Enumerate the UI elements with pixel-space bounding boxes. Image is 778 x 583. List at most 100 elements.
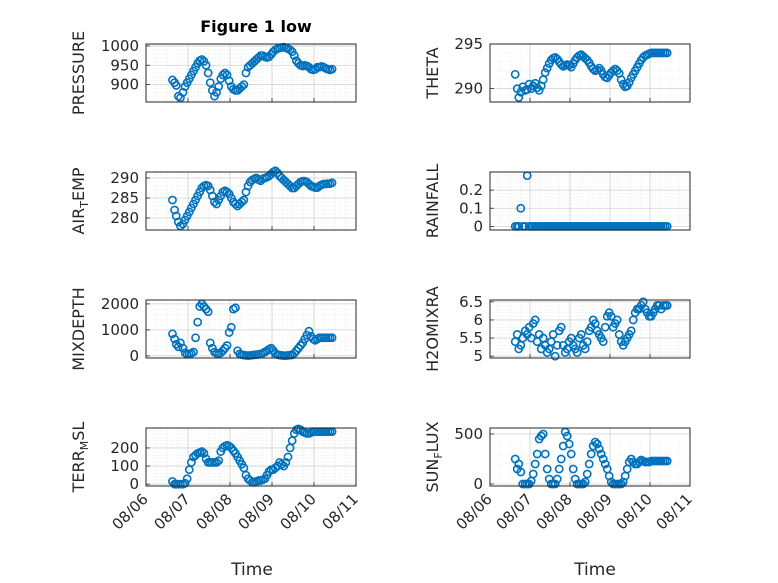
data-point [304, 326, 314, 336]
subplot-h2omixra: 55.566.5 H2OMIXRA [423, 286, 691, 372]
data-point [203, 307, 213, 317]
data-point [171, 80, 181, 90]
data-point [542, 464, 552, 474]
data-point [327, 178, 337, 188]
x-axis-label-right: Time [573, 560, 616, 580]
data-point [170, 205, 179, 215]
y-axis-label: RAINFALL [423, 164, 442, 239]
data-point [542, 63, 552, 73]
data-point [218, 70, 228, 80]
y-tick-label: 0 [129, 347, 139, 365]
data-point [592, 439, 602, 449]
subplot-theta: 290 295 THETA [423, 35, 691, 103]
axes-frame [145, 427, 357, 487]
y-axis-label: PRESSURE [69, 31, 88, 115]
data-point [237, 197, 247, 207]
y-tick-label: 0.2 [459, 181, 483, 199]
data-point [264, 467, 274, 476]
data-point [540, 68, 550, 77]
data-point [214, 82, 224, 91]
data-point [239, 195, 249, 205]
data-point [596, 449, 606, 459]
data-point [237, 82, 247, 91]
data-point [168, 195, 177, 205]
subplot-air: 280 285 290 AIRTEMP [69, 166, 357, 235]
data-point [327, 333, 337, 343]
data-point [550, 479, 560, 489]
data-point [562, 431, 572, 441]
data-point [568, 464, 578, 474]
data-point [168, 329, 177, 339]
y-tick-label: 2000 [101, 295, 139, 313]
subplot-sun: 0 500 SUNFLUX 08/0608/0708/0808/0908/1008/1… [423, 421, 696, 533]
data-point [285, 181, 295, 191]
axes-frame [145, 299, 357, 359]
data-point [534, 86, 544, 95]
y-tick-label: 6 [473, 311, 483, 329]
data-point [598, 454, 608, 464]
data-point [540, 449, 550, 459]
figure-title: Figure 1 low [200, 17, 312, 36]
data-point [191, 333, 200, 343]
data-point [285, 45, 295, 55]
y-axis-label: THETA [423, 47, 442, 99]
data-point [552, 340, 562, 350]
y-tick-label: 100 [110, 457, 139, 475]
y-tick-label: 950 [110, 56, 139, 74]
data-point [510, 69, 520, 79]
data-point [245, 476, 255, 485]
y-tick-label: 200 [110, 439, 139, 457]
data-point [662, 48, 672, 58]
plot-area [146, 300, 356, 358]
x-tick-label: 08/07 [151, 490, 194, 533]
x-tick-label: 08/09 [235, 490, 278, 533]
data-point [226, 322, 236, 332]
axes-frame [145, 43, 357, 103]
y-tick-label: 0 [129, 475, 139, 493]
data-point [224, 328, 234, 337]
axes-frame [489, 171, 691, 231]
data-point [554, 464, 564, 474]
y-tick-label: 295 [454, 35, 483, 53]
data-point [212, 458, 221, 467]
y-tick-label: 290 [454, 80, 483, 98]
data-point [582, 469, 592, 479]
data-point [239, 80, 249, 89]
y-axis-label: AIRTEMP [69, 167, 91, 234]
data-point [588, 64, 598, 74]
data-point [538, 429, 548, 439]
y-tick-label: 5 [473, 347, 483, 365]
data-point [186, 458, 196, 467]
axes-frame [489, 299, 691, 359]
data-point [201, 60, 211, 70]
y-tick-label: 0.1 [459, 199, 483, 217]
data-point [550, 351, 560, 361]
y-axis-label: TERRMSL [69, 422, 91, 494]
data-point [514, 459, 524, 469]
x-tick-label: 08/11 [653, 490, 696, 533]
data-point [193, 317, 203, 327]
y-tick-label: 500 [454, 425, 483, 443]
y-tick-label: 6.5 [459, 293, 483, 311]
data-point [231, 303, 240, 313]
x-tick-label: 08/07 [493, 490, 536, 533]
x-tick-label: 08/09 [573, 490, 616, 533]
data-point [180, 478, 190, 488]
data-point [283, 452, 293, 462]
y-tick-label: 5.5 [459, 329, 483, 347]
subplot-mixdepth: 0 1000 2000 MIXDEPTH [69, 287, 357, 371]
y-tick-label: 280 [110, 209, 139, 227]
data-point [594, 444, 604, 454]
y-axis-label: MIXDEPTH [69, 287, 88, 370]
data-point [222, 341, 232, 350]
data-point [616, 479, 626, 489]
data-point [626, 326, 636, 336]
data-point [205, 338, 215, 348]
data-point [199, 448, 209, 458]
data-point [182, 474, 192, 484]
data-point [586, 449, 596, 459]
